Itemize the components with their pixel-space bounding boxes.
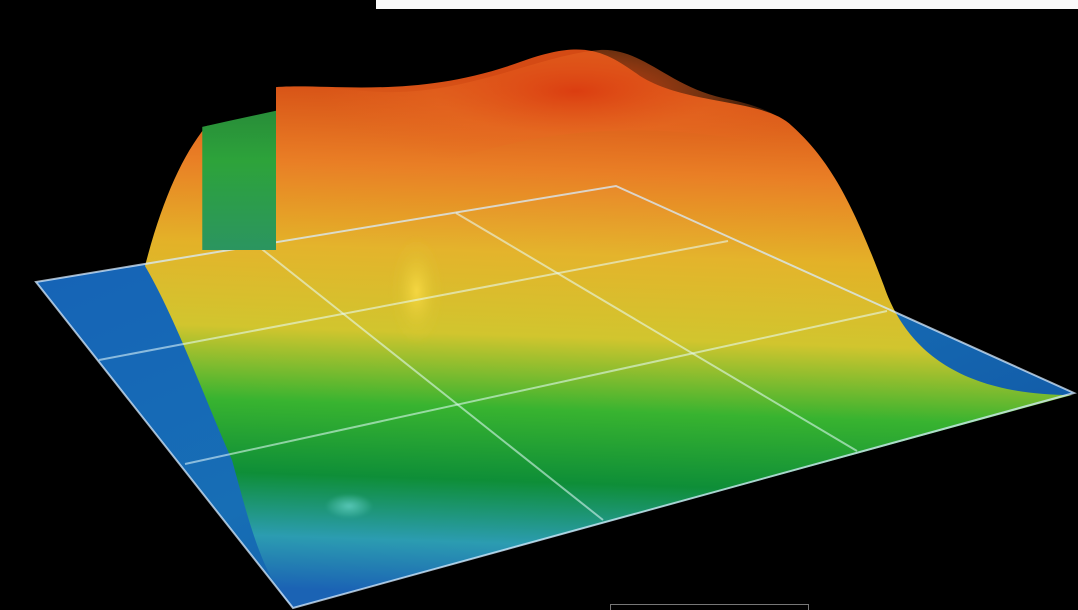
plane-border	[34, 184, 1077, 610]
bottom-outline-box	[610, 604, 809, 610]
grid-line-back	[98, 240, 729, 361]
teal-highlight	[298, 452, 432, 522]
grid-line-left-vertical	[257, 245, 604, 521]
red-ridge	[209, 49, 820, 238]
grid-line-right-vertical	[455, 212, 858, 452]
grid-line-middle	[184, 310, 888, 465]
yellow-fold	[375, 198, 471, 396]
top-white-strip	[376, 0, 1078, 9]
